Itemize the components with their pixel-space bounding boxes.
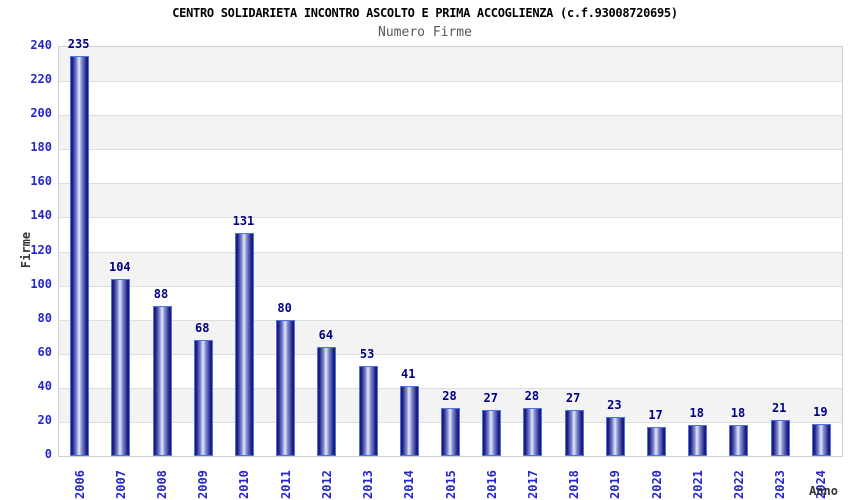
plot-band [59,115,842,150]
bar-value-label: 17 [648,408,663,423]
x-tick-label: 2012 [319,470,334,499]
x-tick-label: 2017 [525,470,540,499]
gridline [59,319,842,321]
gridline [59,217,842,219]
y-tick-label: 80 [37,310,52,325]
bar-value-label: 64 [318,327,334,342]
x-tick-label: 2022 [731,470,746,499]
bar-2014 [399,386,419,456]
bar-2017 [523,408,543,456]
gridline [59,353,842,355]
bar-value-label: 23 [607,397,622,412]
x-tick-label: 2021 [690,470,705,499]
y-tick-label: 20 [37,412,52,427]
bar-2015 [441,408,460,456]
y-tick-label: 40 [37,378,52,393]
plot-band [59,149,842,184]
y-tick-label: 140 [30,208,52,223]
bar-value-label: 28 [442,389,457,404]
plot-band [59,285,842,320]
bar-2007 [111,278,131,456]
x-tick-label: 2006 [72,470,87,499]
bar-value-label: 80 [277,300,292,315]
bar-2024 [811,423,831,456]
x-tick-label: 2010 [237,470,252,499]
chart-title: CENTRO SOLIDARIETA INCONTRO ASCOLTO E PR… [172,6,678,20]
plot-band [59,319,842,354]
y-tick-label: 200 [30,106,52,121]
x-tick-label: 2016 [484,470,499,499]
y-tick-label: 220 [30,72,52,87]
y-tick-label: 120 [30,242,52,257]
x-tick-label: 2020 [649,470,664,499]
bar-2008 [152,306,172,456]
bar-value-label: 27 [565,390,581,405]
bar-2018 [564,410,584,456]
bar-2010 [234,232,254,456]
y-tick-label: 60 [37,344,52,359]
x-tick-label: 2023 [773,470,788,499]
plot-band [59,183,842,218]
x-tick-label: 2007 [113,470,128,499]
bar-2020 [647,427,667,456]
bar-value-label: 18 [730,406,746,421]
gridline [59,251,842,253]
bar-value-label: 27 [483,390,498,405]
y-tick-label: 100 [30,276,52,291]
x-tick-label: 2011 [278,470,293,499]
bar-2019 [605,416,625,456]
x-axis-title: Anno [809,484,838,498]
y-tick-label: 180 [30,140,52,155]
plot-band [59,251,842,286]
gridline [59,149,842,151]
bar-value-label: 28 [524,389,540,404]
x-tick-label: 2014 [402,470,417,499]
y-tick-label: 0 [44,447,52,461]
x-tick-label: 2013 [361,470,376,499]
bar-value-label: 53 [359,346,375,361]
bar-2023 [770,420,790,456]
gridline [59,183,842,185]
bar-2006 [70,55,90,456]
bar-2009 [193,340,213,456]
bar-2016 [482,410,502,456]
bar-2021 [688,425,708,456]
plot-band [59,217,842,252]
gridline [59,115,842,117]
plot-band [59,47,842,82]
chart-subtitle: Numero Firme [378,25,472,40]
x-tick-label: 2019 [608,470,623,499]
y-tick-label: 160 [30,174,52,189]
plot-area [58,46,843,457]
bar-value-label: 21 [771,401,787,416]
bar-value-label: 41 [401,367,416,382]
bar-2013 [358,365,378,456]
x-tick-label: 2015 [443,470,458,499]
bar-value-label: 88 [153,287,169,302]
gridline [59,81,842,83]
plot-band [59,81,842,116]
plot-band [59,353,842,388]
bar-value-label: 68 [195,321,210,336]
bar-value-label: 131 [232,213,255,228]
gridline [59,285,842,287]
bar-value-label: 19 [813,404,828,419]
x-tick-label: 2009 [196,470,211,499]
x-tick-label: 2018 [567,470,582,499]
bar-value-label: 235 [67,36,90,51]
gridline [59,387,842,389]
bar-2011 [276,319,296,456]
bar-2012 [317,346,337,456]
bar-value-label: 104 [108,259,131,274]
bar-value-label: 18 [689,406,704,421]
x-tick-label: 2008 [155,470,170,499]
bar-2022 [729,425,749,456]
y-tick-label: 240 [30,38,52,52]
